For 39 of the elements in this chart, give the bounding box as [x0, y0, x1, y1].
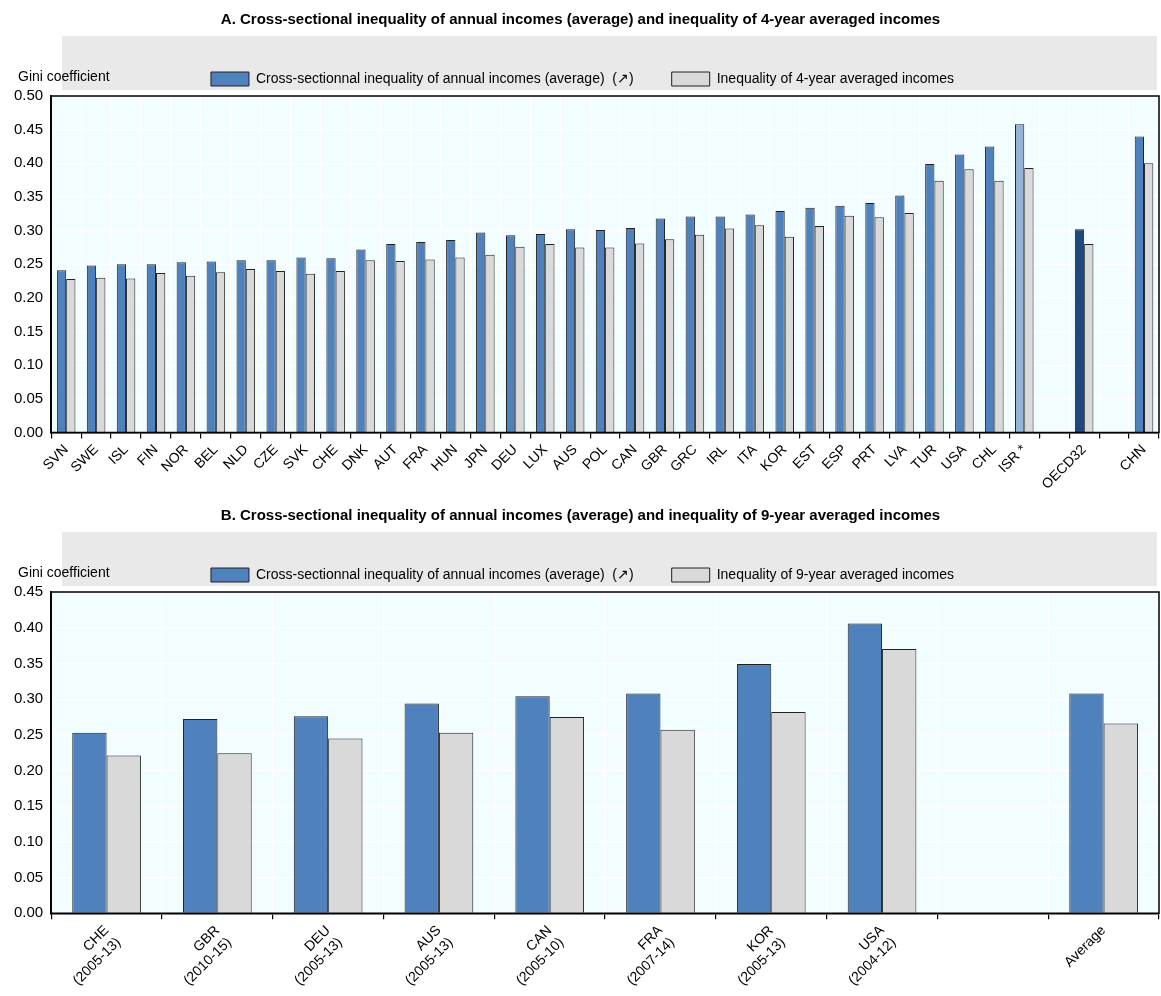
y-tick-label: 0.35 [13, 653, 44, 671]
x-tick-label: ISL [104, 440, 132, 468]
y-axis-title: Gini coefficient [18, 563, 110, 580]
y-tick-label: 0.20 [13, 288, 44, 306]
y-tick-label: 0.15 [13, 796, 44, 814]
y-tick-label: 0.00 [13, 903, 44, 921]
y-tick-label: 0.15 [13, 321, 44, 339]
y-tick-label: 0.30 [13, 220, 44, 238]
x-tick-label: USA [937, 440, 970, 473]
y-tick-label: 0.40 [13, 153, 44, 171]
y-tick-label: 0.35 [13, 187, 44, 205]
y-tick-label: 0.40 [13, 617, 44, 635]
y-tick-label: 0.45 [13, 582, 44, 600]
y-tick-label: 0.05 [13, 389, 44, 406]
y-tick-label: 0.50 [13, 86, 44, 104]
x-tick-label: POL [578, 440, 611, 473]
y-tick-label: 0.10 [13, 832, 44, 850]
x-tick-label: IRL [702, 440, 730, 468]
y-tick-label: 0.10 [13, 355, 44, 373]
chart-title: B. Cross-sectional inequality of annual incomes (average) and inequality of 9-year averaged incomes [219, 505, 942, 525]
y-tick-label: 0.30 [13, 689, 44, 707]
x-tick-label: FIN [133, 440, 161, 469]
x-tick-label: BEL [190, 440, 221, 472]
y-tick-label: 0.20 [13, 760, 44, 778]
legend-label: Inequality of 9-year averaged incomes [716, 565, 955, 582]
y-axis-title: Gini coefficient [18, 67, 110, 84]
x-tick-label: LVA [880, 440, 910, 470]
legend-label: Inequality of 4-year averaged incomes [716, 69, 955, 86]
x-tick-label: ITA [733, 440, 761, 467]
y-tick-label: 0.25 [13, 724, 44, 742]
y-tick-label: 0.25 [13, 254, 44, 272]
chart-title: A. Cross-sectional inequality of annual incomes (average) and inequality of 4-year averaged incomes [219, 9, 942, 29]
legend-label: Cross-sectionnal inequality of annual incomes (average) (↗) [255, 69, 634, 86]
y-tick-label: 0.45 [13, 119, 44, 137]
legend-label: Cross-sectionnal inequality of annual incomes (average) (↗) [255, 565, 634, 582]
x-tick-label: FRA [399, 440, 431, 473]
y-tick-label: 0.05 [13, 867, 44, 885]
y-tick-label: 0.00 [13, 422, 44, 440]
x-tick-label: TUR [907, 440, 940, 473]
